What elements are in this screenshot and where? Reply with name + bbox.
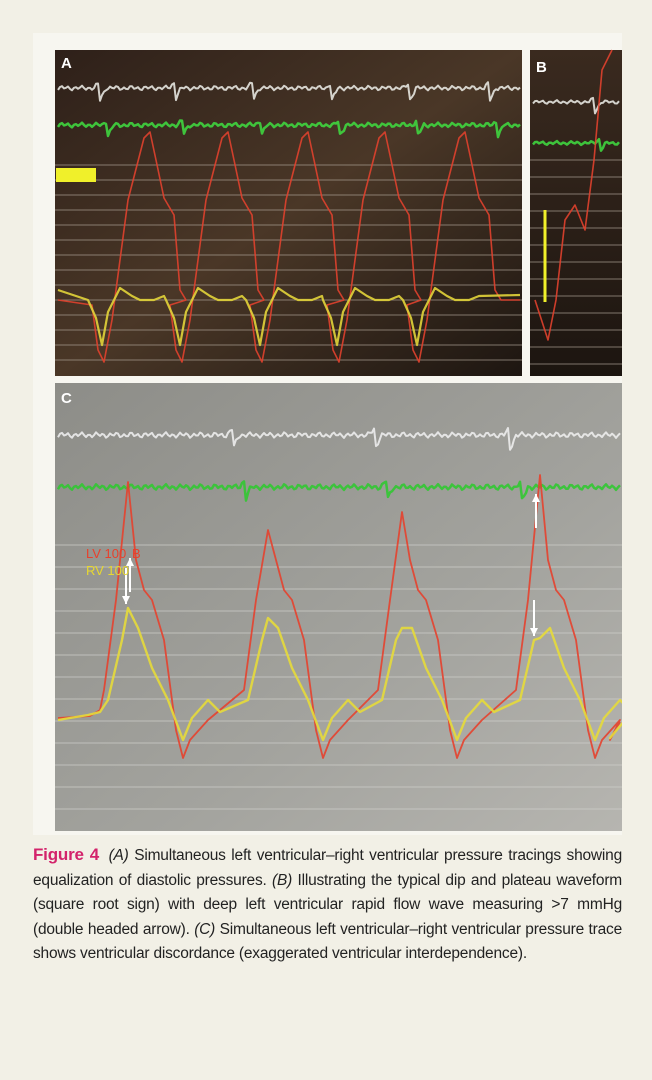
panel-label: B (536, 59, 547, 76)
monitor-label: LV 100 (86, 546, 126, 561)
figure-art: A B C LV 100 RV 100 B (33, 33, 622, 835)
figure: A B C LV 100 RV 100 B (33, 33, 622, 835)
panel-label: A (61, 55, 72, 72)
caption: Figure 4 (A) Simultaneous left ventricul… (33, 843, 622, 967)
monitor-label: RV 100 (86, 563, 129, 578)
panel-label: C (61, 390, 72, 407)
caption-letter: (B) (272, 872, 292, 889)
monitor-label: B (132, 546, 141, 561)
panel-c-photo (55, 383, 622, 831)
figure-label: Figure 4 (33, 845, 99, 864)
caption-letter: (C) (194, 921, 215, 938)
panel-a-photo (55, 50, 522, 376)
caption-letter: (A) (109, 847, 129, 864)
monitor-tag (56, 168, 96, 182)
page: A B C LV 100 RV 100 B Figure 4 (A) Simul… (0, 0, 652, 1080)
